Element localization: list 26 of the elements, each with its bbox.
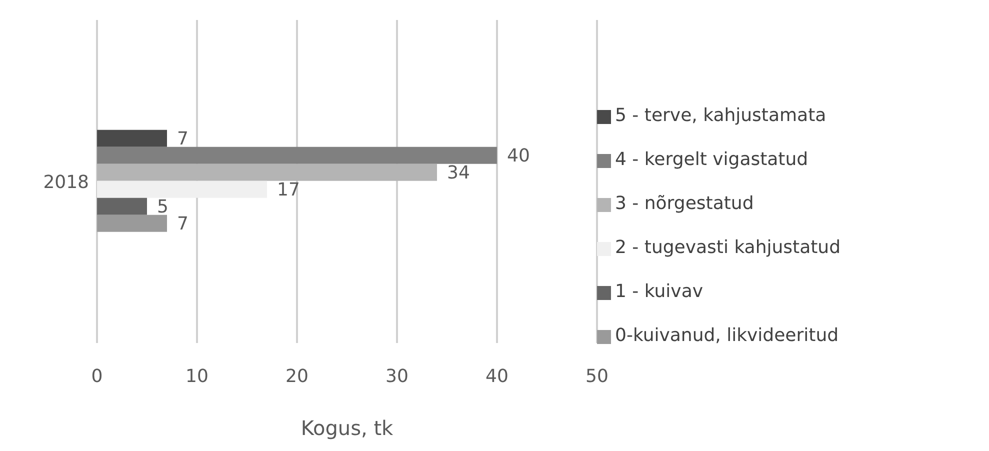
data-label: 5: [157, 196, 168, 218]
data-label: 7: [177, 128, 188, 150]
legend-label: 1 - kuivav: [615, 280, 704, 302]
x-tick-label: 50: [586, 366, 608, 387]
bar: [97, 214, 167, 232]
x-axis-title: Kogus, tk: [300, 416, 394, 440]
data-label: 7: [177, 214, 188, 235]
x-tick-label: 30: [386, 366, 408, 387]
x-tick-label: 40: [486, 366, 508, 387]
x-tick-label: 10: [186, 366, 208, 387]
data-label: 34: [447, 162, 470, 184]
x-tick-label: 0: [91, 366, 103, 387]
legend-label: 2 - tugevasti kahjustatud: [615, 236, 841, 258]
bar: [97, 146, 497, 164]
legend-label: 3 - nõrgestatud: [615, 192, 754, 214]
bar: [97, 198, 147, 215]
data-label: 40: [507, 146, 530, 167]
bar: [97, 130, 167, 147]
bar: [97, 180, 267, 198]
bar: [97, 164, 437, 181]
data-label: 17: [277, 180, 300, 201]
legend-label: 5 - terve, kahjustamata: [615, 104, 826, 126]
x-tick-label: 20: [286, 366, 308, 387]
legend-label: 4 - kergelt vigastatud: [615, 148, 808, 170]
legend-label: 0-kuivanud, likvideeritud: [615, 324, 839, 346]
y-tick-label: 2018: [43, 172, 89, 193]
